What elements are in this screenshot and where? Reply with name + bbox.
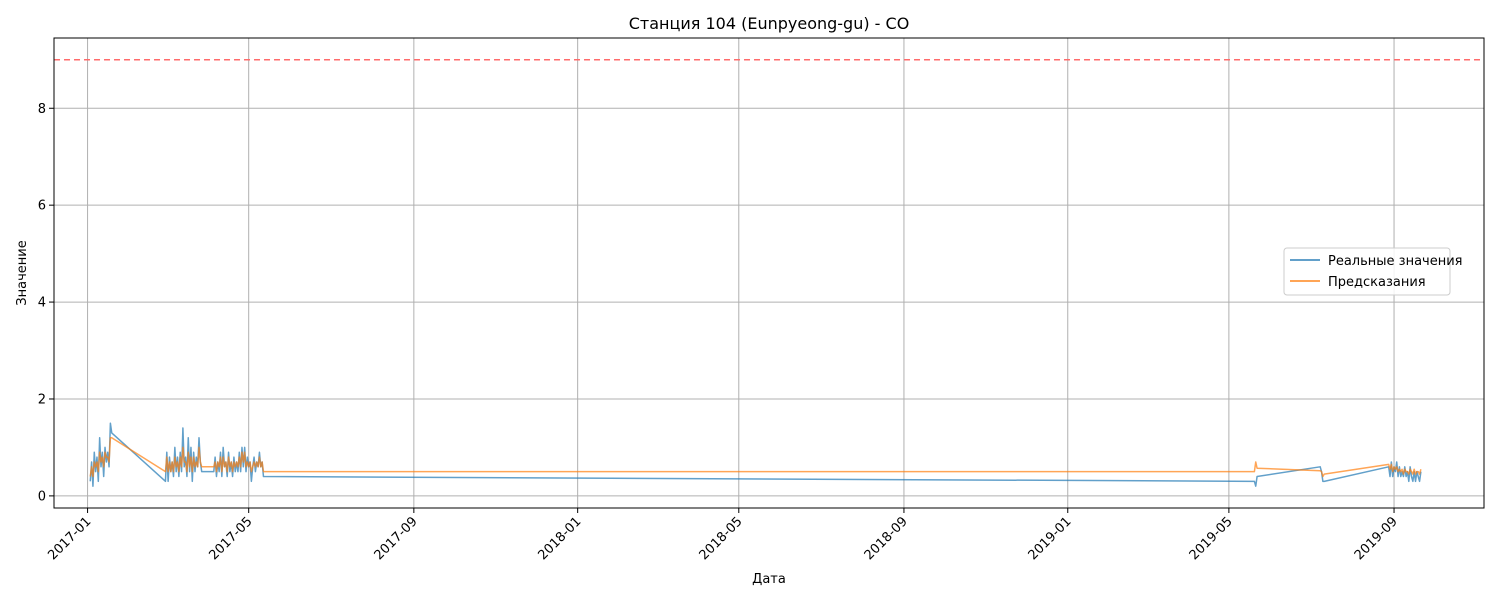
actual-values-line bbox=[89, 422, 1422, 487]
chart-title: Станция 104 (Eunpyeong-gu) - CO bbox=[629, 14, 910, 33]
legend: Реальные значения Предсказания bbox=[1283, 247, 1463, 296]
y-tick-label: 4 bbox=[38, 296, 46, 311]
plot-frame bbox=[53, 37, 1485, 509]
legend-box bbox=[1283, 247, 1451, 296]
x-axis-label: Дата bbox=[752, 572, 786, 587]
legend-label-actual: Реальные значения bbox=[1328, 254, 1463, 269]
series-group bbox=[89, 422, 1422, 487]
y-axis-label: Значение bbox=[15, 240, 30, 305]
y-tick-label: 2 bbox=[38, 392, 46, 407]
y-tick-label: 0 bbox=[38, 489, 46, 504]
y-axis: 0 2 4 6 8 bbox=[38, 102, 54, 504]
legend-label-predicted: Предсказания bbox=[1328, 275, 1426, 290]
predictions-line bbox=[89, 436, 1422, 478]
grid bbox=[54, 38, 1484, 508]
y-tick-label: 8 bbox=[38, 102, 46, 117]
y-tick-label: 6 bbox=[38, 199, 46, 214]
